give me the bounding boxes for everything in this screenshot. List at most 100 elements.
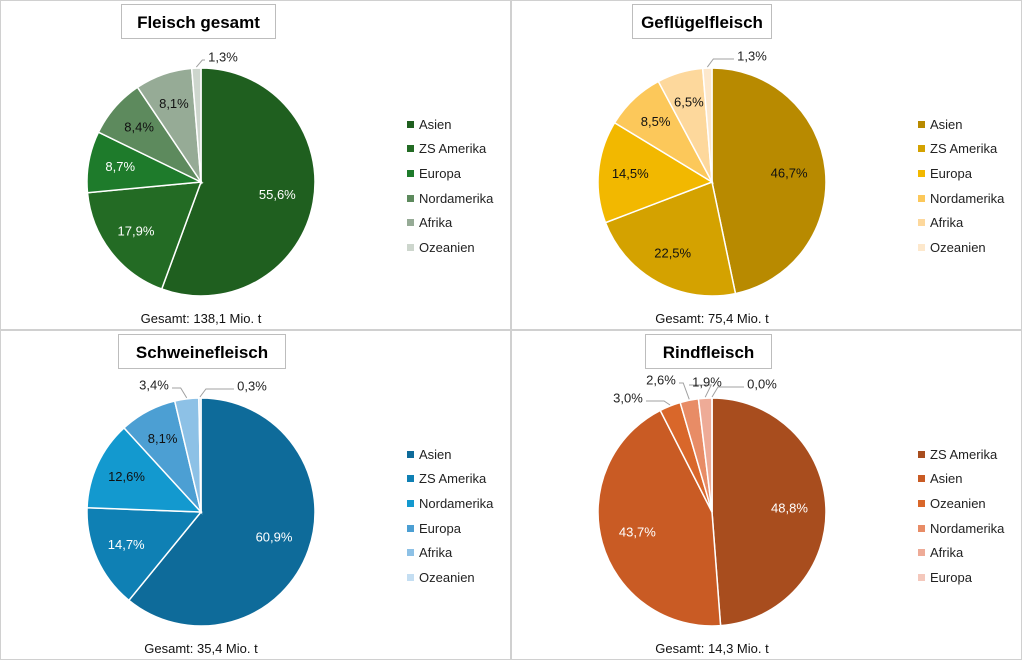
legend-item: ZS Amerika: [918, 442, 1004, 467]
chart-title: Schweinefleisch: [118, 334, 286, 369]
legend-item: Nordamerika: [407, 186, 493, 211]
total-label: Gesamt: 35,4 Mio. t: [144, 641, 258, 656]
legend-item: Nordamerika: [407, 491, 493, 516]
pie-slice-asien: [127, 397, 316, 627]
pie-chart: 48,8% 43,7% 3,0%2,6% 1,9% 0,0%: [597, 372, 827, 627]
pie-chart: 46,7% 22,5% 14,5% 8,5%6,5% 1,3%: [597, 48, 827, 297]
data-label: 14,7%: [108, 537, 145, 552]
legend-label: Asien: [419, 116, 452, 132]
legend-item: Asien: [918, 467, 1004, 492]
legend-swatch: [407, 549, 414, 557]
legend-item: Nordamerika: [918, 516, 1004, 541]
pie-chart: 60,9% 14,7% 12,6% 8,1% 3,4% 0,3%: [86, 377, 316, 627]
legend-label: Ozeanien: [930, 239, 986, 255]
legend-item: Europa: [918, 161, 1004, 186]
legend-swatch: [918, 524, 925, 532]
legend-swatch: [918, 243, 925, 251]
pie-slice-asien: [160, 67, 316, 297]
legend: ZS Amerika Asien Ozeanien Nordamerika Afrika…: [918, 442, 1004, 590]
legend-item: Europa: [407, 516, 493, 541]
legend-item: Asien: [407, 442, 493, 467]
legend-swatch: [407, 243, 414, 251]
data-label: 8,7%: [105, 159, 135, 174]
legend-swatch: [407, 120, 414, 128]
legend-swatch: [407, 499, 414, 507]
legend-swatch: [407, 475, 414, 483]
legend-label: Asien: [930, 116, 963, 132]
data-label: 6,5%: [674, 95, 704, 110]
legend-item: Ozeanien: [918, 235, 1004, 260]
data-label: 55,6%: [259, 187, 296, 202]
data-label: 8,4%: [124, 120, 154, 135]
legend-item: ZS Amerika: [407, 467, 493, 492]
legend: Asien ZS Amerika Europa Nordamerika Afrika Oz…: [918, 112, 1004, 260]
legend-label: Nordamerika: [930, 520, 1005, 536]
legend-item: Europa: [407, 161, 493, 186]
total-label: Gesamt: 75,4 Mio. t: [655, 311, 769, 326]
legend-label: Nordamerika: [419, 495, 494, 511]
legend-label: Asien: [419, 446, 452, 462]
leader-line: [199, 388, 234, 398]
data-label: 12,6%: [108, 469, 145, 484]
pie-chart-panel: 60,9% 14,7% 12,6% 8,1% 3,4% 0,3% Schweinefleis…: [0, 330, 511, 660]
data-label: 60,9%: [256, 529, 293, 544]
legend-label: ZS Amerika: [930, 141, 998, 157]
data-label: 14,5%: [612, 166, 649, 181]
data-label: 2,6%: [646, 372, 676, 387]
chart-title: Rindfleisch: [645, 334, 772, 369]
data-label: 1,3%: [737, 48, 767, 63]
pie-chart-panel: 48,8% 43,7% 3,0% 2,6% 1,9% 0,0% Rindfleisch ZS …: [511, 330, 1022, 660]
pie-slice-ozeanien: [701, 67, 713, 183]
legend-swatch: [918, 169, 925, 177]
legend: Asien ZS Amerika Europa Nordamerika Afrika Oz…: [407, 112, 493, 260]
legend-swatch: [407, 194, 414, 202]
chart-title: Fleisch gesamt: [121, 4, 276, 39]
leader-line: [711, 386, 744, 398]
legend-swatch: [918, 573, 925, 581]
legend-swatch: [407, 169, 414, 177]
pie-slice-asien: [711, 67, 827, 295]
legend-label: Afrika: [419, 215, 453, 231]
legend-swatch: [918, 475, 925, 483]
legend-item: Ozeanien: [407, 235, 493, 260]
data-label: 46,7%: [771, 165, 808, 180]
legend-label: Afrika: [419, 545, 453, 561]
pie-slice-zs-amerika: [86, 181, 203, 290]
legend-item: Afrika: [407, 540, 493, 565]
legend-swatch: [407, 145, 414, 153]
leader-line: [706, 58, 734, 68]
legend-item: Ozeanien: [407, 565, 493, 590]
legend-item: Afrika: [918, 210, 1004, 235]
legend-item: Nordamerika: [918, 186, 1004, 211]
data-label: 1,3%: [208, 49, 238, 64]
legend-swatch: [407, 573, 414, 581]
legend-label: Europa: [419, 165, 461, 181]
legend: Asien ZS Amerika Nordamerika Europa Afrika Oz…: [407, 442, 493, 590]
legend-label: Ozeanien: [419, 239, 475, 255]
legend-swatch: [407, 524, 414, 532]
legend-swatch: [918, 549, 925, 557]
pie-slice-zs-amerika: [711, 397, 827, 627]
legend-swatch: [407, 219, 414, 227]
data-label: 17,9%: [118, 224, 155, 239]
pie-chart-panel: 55,6% 17,9% 8,7% 8,4% 8,1% 1,3% Fleisch gesamt…: [0, 0, 511, 330]
legend-item: ZS Amerika: [918, 137, 1004, 162]
data-label: 3,4%: [139, 377, 169, 392]
leader-line: [689, 384, 713, 398]
legend-swatch: [918, 120, 925, 128]
legend-label: Europa: [419, 520, 461, 536]
legend-label: Europa: [930, 165, 972, 181]
legend-label: Asien: [930, 471, 963, 487]
legend-item: Europa: [918, 565, 1004, 590]
pie-slice-zs-amerika: [86, 506, 203, 602]
legend-label: ZS Amerika: [419, 141, 487, 157]
data-label: 8,1%: [148, 431, 178, 446]
legend-swatch: [918, 194, 925, 202]
pie-slice-nordamerika: [86, 426, 203, 513]
legend-label: Ozeanien: [419, 569, 475, 585]
pie-slice-ozeanien: [198, 397, 202, 513]
legend-label: Nordamerika: [930, 190, 1005, 206]
legend-item: Afrika: [918, 540, 1004, 565]
pie-slice-asien: [597, 409, 722, 627]
